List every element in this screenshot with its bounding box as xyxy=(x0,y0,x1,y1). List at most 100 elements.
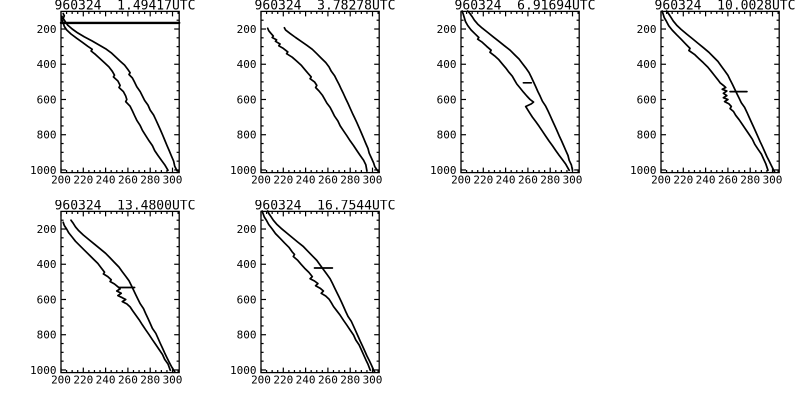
y-tick-label: 200 xyxy=(437,23,457,36)
x-tick-label: 200 xyxy=(51,174,71,187)
x-tick-label: 240 xyxy=(696,174,716,187)
trace-right xyxy=(70,219,176,373)
plot-frame xyxy=(660,10,780,174)
y-tick-label: 200 xyxy=(637,23,657,36)
trace-left xyxy=(661,10,769,172)
y-tick-label: 800 xyxy=(237,329,257,342)
y-tick-label: 1000 xyxy=(230,364,257,377)
x-tick-label: 200 xyxy=(51,374,71,387)
x-tick-label: 240 xyxy=(296,174,316,187)
x-tick-label: 280 xyxy=(340,374,360,387)
x-axis-labels: 200 220 240 260 280 300 xyxy=(451,174,582,187)
x-tick-label: 300 xyxy=(763,174,783,187)
x-tick-label: 300 xyxy=(363,174,383,187)
y-tick-label: 200 xyxy=(37,223,57,236)
x-tick-label: 300 xyxy=(163,374,183,387)
trace-right xyxy=(665,10,776,173)
y-tick-label: 400 xyxy=(37,58,57,71)
trace-left xyxy=(62,221,172,372)
y-axis-labels: 200 400 600 800 1000 xyxy=(230,223,257,377)
y-tick-label: 600 xyxy=(37,293,57,306)
y-tick-label: 1000 xyxy=(630,164,657,177)
y-tick-label: 400 xyxy=(237,58,257,71)
y-tick-label: 600 xyxy=(437,93,457,106)
x-tick-label: 300 xyxy=(163,174,183,187)
trace-right xyxy=(62,12,178,172)
trace-right xyxy=(266,210,376,373)
plot-title: 960324 1.49417UTC xyxy=(55,0,196,14)
x-axis-labels: 200 220 240 260 280 300 xyxy=(51,174,182,187)
plot-title: 960324 6.91694UTC xyxy=(455,0,596,14)
profile-plot-4: 200 220 240 260 280 3002004006008001000960324… xyxy=(630,0,796,187)
plot-title: 960324 10.0028UTC xyxy=(655,0,796,14)
x-tick-label: 300 xyxy=(363,374,383,387)
x-tick-label: 200 xyxy=(251,174,271,187)
x-tick-label: 280 xyxy=(140,374,160,387)
x-tick-label: 280 xyxy=(140,174,160,187)
plot-title: 960324 16.7544UTC xyxy=(255,200,396,214)
plot-frame xyxy=(60,210,180,374)
x-tick-label: 220 xyxy=(673,174,693,187)
y-tick-label: 1000 xyxy=(30,164,57,177)
x-axis-labels: 200 220 240 260 280 300 xyxy=(51,374,182,387)
y-axis-labels: 200 400 600 800 1000 xyxy=(630,23,657,177)
x-tick-label: 260 xyxy=(118,174,138,187)
x-tick-label: 260 xyxy=(318,174,338,187)
trace-left xyxy=(266,27,368,172)
plot-title: 960324 13.4800UTC xyxy=(55,200,196,214)
y-tick-label: 800 xyxy=(437,129,457,142)
x-tick-label: 300 xyxy=(563,174,583,187)
axis-ticks xyxy=(460,11,580,173)
y-tick-label: 200 xyxy=(237,223,257,236)
trace-left xyxy=(261,210,372,372)
axis-ticks xyxy=(60,11,180,173)
x-tick-label: 280 xyxy=(540,174,560,187)
axis-ticks xyxy=(60,211,180,373)
y-axis-labels: 200 400 600 800 1000 xyxy=(230,23,257,177)
x-tick-label: 260 xyxy=(318,374,338,387)
plot-frame xyxy=(260,10,380,174)
axis-ticks xyxy=(260,11,380,173)
profile-plot-6: 200 220 240 260 280 3002004006008001000960324… xyxy=(230,200,396,387)
x-tick-label: 200 xyxy=(451,174,471,187)
y-axis-labels: 200 400 600 800 1000 xyxy=(30,223,57,377)
y-tick-label: 600 xyxy=(37,93,57,106)
x-tick-label: 220 xyxy=(273,374,293,387)
y-tick-label: 400 xyxy=(237,258,257,271)
plot-frame xyxy=(60,10,180,174)
x-tick-label: 280 xyxy=(740,174,760,187)
y-tick-label: 800 xyxy=(37,129,57,142)
axis-ticks xyxy=(260,211,380,373)
trace-right xyxy=(466,10,574,172)
x-tick-label: 240 xyxy=(296,374,316,387)
plot-frame xyxy=(460,10,580,174)
y-tick-label: 800 xyxy=(37,329,57,342)
x-tick-label: 220 xyxy=(473,174,493,187)
y-tick-label: 600 xyxy=(237,293,257,306)
x-tick-label: 200 xyxy=(251,374,271,387)
plot-frame xyxy=(260,210,380,374)
trace-right xyxy=(283,26,381,173)
profile-plot-3: 200 220 240 260 280 3002004006008001000960324… xyxy=(430,0,596,187)
y-tick-label: 800 xyxy=(237,129,257,142)
y-tick-label: 400 xyxy=(437,58,457,71)
y-tick-label: 1000 xyxy=(30,364,57,377)
x-tick-label: 240 xyxy=(96,374,116,387)
y-tick-label: 1000 xyxy=(230,164,257,177)
plot-title: 960324 3.78278UTC xyxy=(255,0,396,14)
y-axis-labels: 200 400 600 800 1000 xyxy=(30,23,57,177)
x-tick-label: 220 xyxy=(73,174,93,187)
x-tick-label: 280 xyxy=(340,174,360,187)
trace-left xyxy=(60,15,169,172)
y-tick-label: 400 xyxy=(637,58,657,71)
y-tick-label: 600 xyxy=(237,93,257,106)
x-axis-labels: 200 220 240 260 280 300 xyxy=(251,374,382,387)
x-tick-label: 220 xyxy=(73,374,93,387)
y-tick-label: 200 xyxy=(237,23,257,36)
axis-ticks xyxy=(660,11,780,173)
x-tick-label: 240 xyxy=(496,174,516,187)
x-tick-label: 260 xyxy=(518,174,538,187)
y-tick-label: 600 xyxy=(637,93,657,106)
